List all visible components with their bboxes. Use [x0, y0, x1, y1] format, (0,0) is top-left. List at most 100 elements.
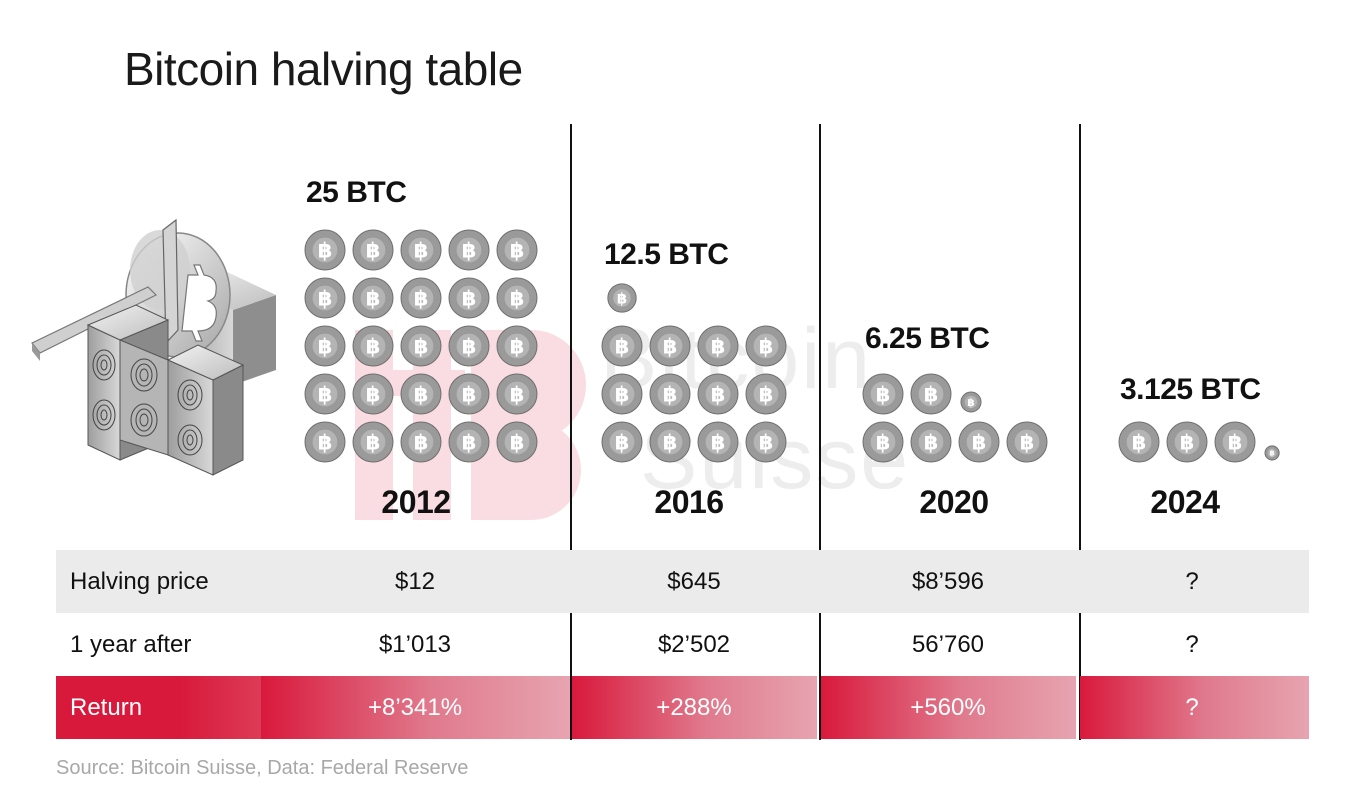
svg-text:฿: ฿ [318, 383, 333, 407]
btc-coin-2020: ฿ [862, 421, 904, 463]
btc-coin-2016: ฿ [697, 325, 739, 367]
btc-coin-2012: ฿ [496, 421, 538, 463]
btc-coin-2016: ฿ [745, 421, 787, 463]
svg-text:฿: ฿ [414, 239, 429, 263]
btc-coin-2012: ฿ [448, 325, 490, 367]
table-row-1-year-after: 1 year after $1’013 $2’502 56’760 ? [56, 613, 1309, 676]
btc-coin-2020: ฿ [910, 421, 952, 463]
chart-title: Bitcoin halving table [124, 43, 523, 95]
reward-label-2012: 25 BTC [306, 176, 407, 209]
svg-text:฿: ฿ [1228, 431, 1243, 455]
svg-text:฿: ฿ [366, 335, 381, 359]
reward-label-2016: 12.5 BTC [604, 238, 729, 271]
svg-text:฿: ฿ [663, 335, 678, 359]
svg-text:฿: ฿ [318, 239, 333, 263]
btc-coin-2016: ฿ [649, 421, 691, 463]
btc-coin-2012: ฿ [448, 421, 490, 463]
svg-text:฿: ฿ [510, 383, 525, 407]
svg-text:฿: ฿ [1180, 431, 1195, 455]
cell-1-year-after-2016: $2’502 [657, 631, 731, 658]
svg-text:฿: ฿ [510, 287, 525, 311]
cell-1-year-after-2012: $1’013 [378, 631, 452, 658]
btc-coin-2024: ฿ [1118, 421, 1160, 463]
btc-coin-2012: ฿ [352, 277, 394, 319]
svg-text:฿: ฿ [663, 383, 678, 407]
return-band-2024 [1080, 676, 1309, 739]
btc-coin-2012: ฿ [352, 421, 394, 463]
btc-coin-2020: ฿ [958, 421, 1000, 463]
return-label-band [56, 676, 261, 739]
cell-halving-price-2016: $645 [667, 568, 721, 595]
svg-text:฿: ฿ [711, 383, 726, 407]
btc-coin-2020: ฿ [1006, 421, 1048, 463]
svg-text:฿: ฿ [462, 287, 477, 311]
svg-text:฿: ฿ [366, 239, 381, 263]
year-label-2020: 2020 [919, 484, 989, 520]
year-label-2012: 2012 [381, 484, 451, 520]
svg-text:฿: ฿ [510, 335, 525, 359]
row-label-halving-price: Halving price [70, 568, 209, 595]
svg-text:฿: ฿ [366, 383, 381, 407]
svg-text:฿: ฿ [1132, 431, 1147, 455]
btc-coin-2012: ฿ [400, 373, 442, 415]
svg-text:฿: ฿ [972, 431, 987, 455]
year-label-2024: 2024 [1150, 484, 1220, 520]
svg-text:฿: ฿ [1269, 449, 1274, 458]
svg-text:฿: ฿ [366, 431, 381, 455]
svg-text:฿: ฿ [462, 335, 477, 359]
btc-coin-2012: ฿ [304, 277, 346, 319]
btc-coin-2012: ฿ [400, 421, 442, 463]
cell-halving-price-2024: ? [1185, 568, 1199, 595]
btc-coin-2016: ฿ [745, 325, 787, 367]
svg-text:฿: ฿ [414, 335, 429, 359]
btc-coin-2012: ฿ [496, 325, 538, 367]
svg-text:฿: ฿ [617, 290, 627, 307]
btc-coin-2012: ฿ [496, 373, 538, 415]
table-row-return: Return +8’341% +288% +560% ? [56, 676, 1309, 739]
row-label-1-year-after: 1 year after [70, 631, 192, 658]
svg-text:฿: ฿ [510, 239, 525, 263]
svg-text:฿: ฿ [876, 431, 891, 455]
btc-coin-2016: ฿ [649, 325, 691, 367]
svg-text:฿: ฿ [318, 287, 333, 311]
btc-coin-2012: ฿ [496, 229, 538, 271]
btc-coin-2012: ฿ [352, 229, 394, 271]
btc-coin-2012: ฿ [448, 229, 490, 271]
svg-text:฿: ฿ [615, 335, 630, 359]
btc-coin-2016: ฿ [649, 373, 691, 415]
svg-text:฿: ฿ [759, 335, 774, 359]
cell-return-2012: +8’341% [367, 694, 463, 721]
btc-coin-2012: ฿ [304, 373, 346, 415]
return-band-2016 [572, 676, 817, 739]
cell-halving-price-2012: $12 [394, 568, 436, 595]
source-note: Source: Bitcoin Suisse, Data: Federal Re… [56, 757, 469, 779]
btc-coin-2016: ฿ [601, 421, 643, 463]
mining-rig-illustration [31, 218, 276, 476]
btc-coin-2012: ฿ [400, 325, 442, 367]
btc-coin-2024: ฿ [1214, 421, 1256, 463]
btc-coin-2016: ฿ [601, 373, 643, 415]
btc-coin-2012: ฿ [304, 421, 346, 463]
btc-coin-2012: ฿ [400, 229, 442, 271]
row-label-return: Return [70, 694, 143, 721]
reward-label-2020: 6.25 BTC [865, 322, 990, 355]
column-divider-1 [570, 124, 572, 740]
year-label-2016: 2016 [654, 484, 724, 520]
cell-halving-price-2020: $8’596 [911, 568, 985, 595]
cell-1-year-after-2020: 56’760 [911, 631, 985, 658]
svg-text:฿: ฿ [615, 383, 630, 407]
svg-text:฿: ฿ [876, 383, 891, 407]
svg-text:฿: ฿ [967, 397, 974, 409]
btc-coin-2012: ฿ [352, 325, 394, 367]
btc-coin-2012: ฿ [304, 229, 346, 271]
btc-coin-2016: ฿ [601, 325, 643, 367]
btc-coin-fraction-2024: ฿ [1264, 445, 1280, 461]
btc-coin-2020: ฿ [862, 373, 904, 415]
btc-coin-fraction-2020: ฿ [960, 391, 982, 413]
svg-text:฿: ฿ [414, 287, 429, 311]
svg-text:฿: ฿ [759, 383, 774, 407]
svg-text:฿: ฿ [615, 431, 630, 455]
svg-text:฿: ฿ [414, 431, 429, 455]
svg-text:฿: ฿ [711, 335, 726, 359]
